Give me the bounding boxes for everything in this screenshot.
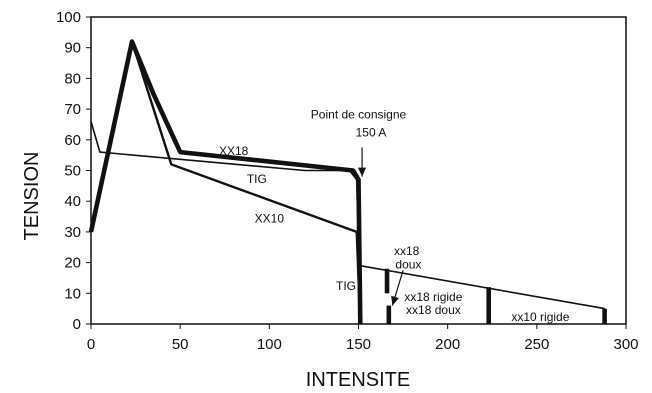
axis-ticks: 0 50 100 150 200 250 300 0 10 20 30 40 50 60 70 80 90 100 (56, 9, 639, 353)
x-tick-label: 300 (613, 336, 638, 353)
series-line-xx18 (88, 39, 363, 325)
y-tick-label: 90 (64, 40, 81, 57)
annotation-label: TIG (247, 172, 267, 186)
annotation-label: XX18 (219, 144, 249, 158)
x-tick-label: 100 (257, 336, 282, 353)
x-tick-label: 250 (524, 336, 549, 353)
series-line-tig (90, 121, 362, 325)
annotation-label: doux (395, 258, 421, 272)
y-tick-label: 60 (64, 132, 81, 149)
setpoint-arrow-head (358, 167, 367, 177)
x-tick-label: 150 (346, 336, 371, 353)
x-tick-label: 50 (172, 336, 189, 353)
annotation-label: Point de consigne (311, 107, 407, 121)
y-tick-label: 0 (73, 316, 81, 333)
annotation-label: xx18 rigide (404, 290, 462, 304)
y-tick-label: 70 (64, 101, 81, 118)
y-tick-label: 80 (64, 70, 81, 87)
annotation-label: TIG (336, 279, 356, 293)
y-tick-label: 50 (64, 163, 81, 180)
annotation-label: xx18 (394, 244, 420, 258)
y-tick-label: 20 (64, 255, 81, 272)
vertical-markers (384, 268, 607, 324)
annotation-label: 150 A (356, 126, 387, 140)
series-group (88, 39, 605, 325)
x-axis-title: INTENSITE (306, 369, 410, 391)
y-tick-label: 30 (64, 224, 81, 241)
annotation-label: xx18 doux (406, 303, 461, 317)
annotation-label: xx10 rigide (511, 310, 569, 324)
series-line-unnamed-3 (360, 264, 605, 310)
y-tick-label: 100 (56, 9, 81, 26)
y-axis-title: TENSION (21, 152, 43, 241)
arrows (358, 147, 404, 306)
x-tick-label: 0 (87, 336, 95, 353)
y-tick-label: 10 (64, 285, 81, 302)
y-tick-label: 40 (64, 193, 81, 210)
annotation-label: XX10 (255, 212, 285, 226)
soft-arrow-head (391, 295, 399, 306)
x-tick-label: 200 (435, 336, 460, 353)
series-line-xx10 (89, 40, 362, 325)
